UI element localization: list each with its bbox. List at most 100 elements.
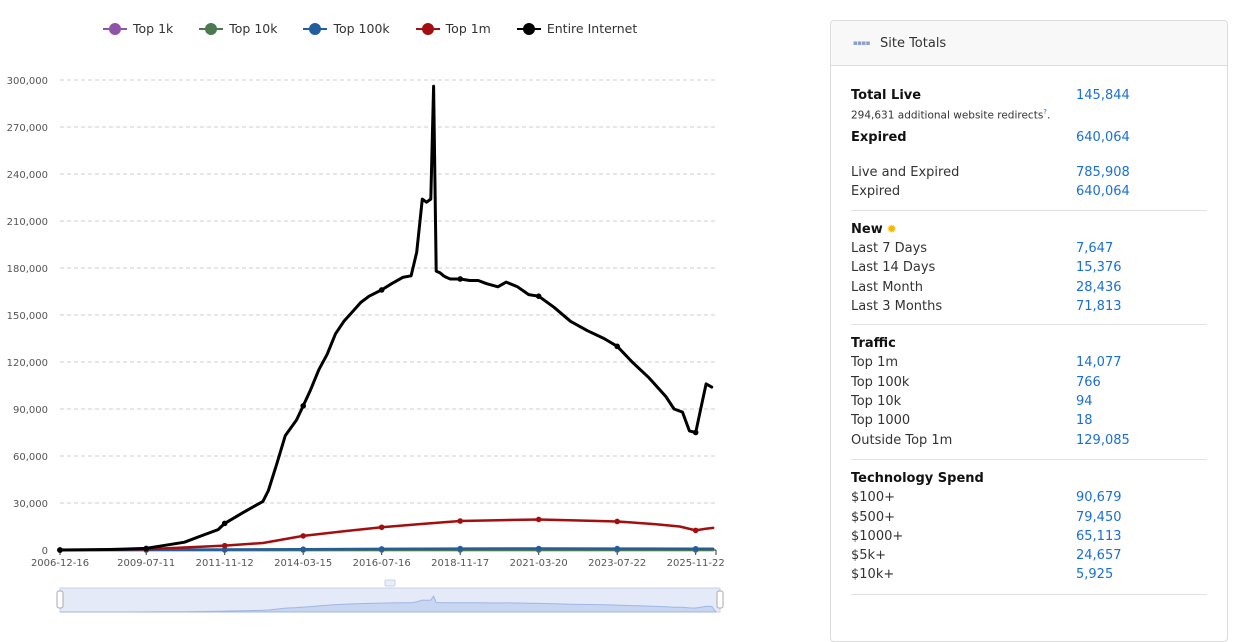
spend-value[interactable]: 65,113 xyxy=(1076,527,1122,546)
data-point xyxy=(222,543,228,549)
live-expired-value[interactable]: 785,908 xyxy=(1076,163,1130,182)
y-tick-label: 300,000 xyxy=(7,76,48,87)
site-totals-icon: ▪▪▪▪ xyxy=(853,39,870,47)
range-handle-left[interactable] xyxy=(57,591,63,608)
spend-label: $100+ xyxy=(851,488,1076,507)
total-live-value[interactable]: 145,844 xyxy=(1076,86,1130,105)
summary-section: Total Live 145,844 294,631 additional we… xyxy=(851,66,1207,211)
traffic-label: Top 1m xyxy=(851,353,1076,372)
live-expired-row: Live and Expired 785,908 xyxy=(851,163,1207,182)
x-tick-label: 2021-03-20 xyxy=(510,558,568,569)
expired-value[interactable]: 640,064 xyxy=(1076,128,1130,147)
y-tick-label: 60,000 xyxy=(13,452,48,463)
data-point xyxy=(457,276,463,282)
spend-row: $5k+24,657 xyxy=(851,546,1207,565)
traffic-label: Top 100k xyxy=(851,373,1076,392)
y-tick-label: 120,000 xyxy=(7,358,48,369)
data-point xyxy=(143,546,149,552)
new-value[interactable]: 71,813 xyxy=(1076,297,1122,316)
spend-section: Technology Spend $100+90,679$500+79,450$… xyxy=(851,460,1207,595)
expired2-value[interactable]: 640,064 xyxy=(1076,182,1130,201)
spend-row: $1000+65,113 xyxy=(851,527,1207,546)
expired2-row: Expired 640,064 xyxy=(851,182,1207,201)
spend-value[interactable]: 90,679 xyxy=(1076,488,1122,507)
spend-row: $500+79,450 xyxy=(851,508,1207,527)
x-tick-label: 2006-12-16 xyxy=(31,558,89,569)
data-point xyxy=(222,521,228,527)
spend-row: $10k+5,925 xyxy=(851,565,1207,584)
site-totals-panel: ▪▪▪▪ Site Totals Total Live 145,844 294,… xyxy=(830,20,1228,642)
data-point xyxy=(300,403,306,409)
help-icon[interactable]: ? xyxy=(1043,108,1047,116)
expired2-label: Expired xyxy=(851,182,1076,201)
traffic-value[interactable]: 18 xyxy=(1076,411,1093,430)
spend-row: $100+90,679 xyxy=(851,488,1207,507)
spend-rows: $100+90,679$500+79,450$1000+65,113$5k+24… xyxy=(851,488,1207,584)
new-title: New ✹ xyxy=(851,220,1207,239)
spend-value[interactable]: 5,925 xyxy=(1076,565,1113,584)
new-label: Last 7 Days xyxy=(851,239,1076,258)
traffic-value[interactable]: 129,085 xyxy=(1076,431,1130,450)
traffic-label: Outside Top 1m xyxy=(851,431,1076,450)
new-title-text: New xyxy=(851,220,883,239)
spend-value[interactable]: 24,657 xyxy=(1076,546,1122,565)
range-grip-icon[interactable] xyxy=(385,580,395,586)
redirects-note: 294,631 additional website redirects?. xyxy=(851,105,1207,123)
spend-label: $5k+ xyxy=(851,546,1076,565)
spend-label: $1000+ xyxy=(851,527,1076,546)
y-tick-label: 0 xyxy=(42,546,48,557)
total-live-row: Total Live 145,844 xyxy=(851,86,1207,105)
x-tick-label: 2016-07-16 xyxy=(353,558,411,569)
panel-header: ▪▪▪▪ Site Totals xyxy=(831,21,1227,66)
panel-title: Site Totals xyxy=(880,36,946,51)
data-point xyxy=(693,546,699,552)
x-tick-label: 2009-07-11 xyxy=(117,558,175,569)
new-label: Last 3 Months xyxy=(851,297,1076,316)
range-handle-right[interactable] xyxy=(717,591,723,608)
y-tick-label: 150,000 xyxy=(7,311,48,322)
data-point xyxy=(536,293,542,299)
data-point xyxy=(614,344,620,350)
data-point xyxy=(300,533,306,539)
expired-label: Expired xyxy=(851,128,1076,147)
y-tick-label: 270,000 xyxy=(7,123,48,134)
data-point xyxy=(457,518,463,524)
spend-label: $10k+ xyxy=(851,565,1076,584)
traffic-value[interactable]: 94 xyxy=(1076,392,1093,411)
x-tick-label: 2023-07-22 xyxy=(588,558,646,569)
data-point xyxy=(457,546,463,552)
total-live-label: Total Live xyxy=(851,86,1076,105)
data-point xyxy=(379,546,385,552)
line-chart: 030,00060,00090,000120,000150,000180,000… xyxy=(0,0,760,628)
new-value[interactable]: 28,436 xyxy=(1076,278,1122,297)
traffic-label: Top 10k xyxy=(851,392,1076,411)
new-label: Last 14 Days xyxy=(851,258,1076,277)
x-tick-label: 2014-03-15 xyxy=(274,558,332,569)
y-tick-label: 240,000 xyxy=(7,170,48,181)
new-value[interactable]: 7,647 xyxy=(1076,239,1113,258)
traffic-label: Top 1000 xyxy=(851,411,1076,430)
spend-value[interactable]: 79,450 xyxy=(1076,508,1122,527)
data-point xyxy=(693,528,699,534)
live-expired-label: Live and Expired xyxy=(851,163,1076,182)
traffic-value[interactable]: 766 xyxy=(1076,373,1101,392)
redirects-note-text: 294,631 additional website redirects xyxy=(851,110,1043,122)
y-tick-label: 210,000 xyxy=(7,217,48,228)
traffic-value[interactable]: 14,077 xyxy=(1076,353,1122,372)
data-point xyxy=(379,524,385,530)
traffic-title: Traffic xyxy=(851,334,1207,353)
new-value[interactable]: 15,376 xyxy=(1076,258,1122,277)
series-line-entire-internet xyxy=(60,86,712,550)
x-tick-label: 2025-11-22 xyxy=(667,558,725,569)
data-point xyxy=(536,546,542,552)
panel-body: Total Live 145,844 294,631 additional we… xyxy=(831,66,1227,595)
data-point xyxy=(536,517,542,523)
